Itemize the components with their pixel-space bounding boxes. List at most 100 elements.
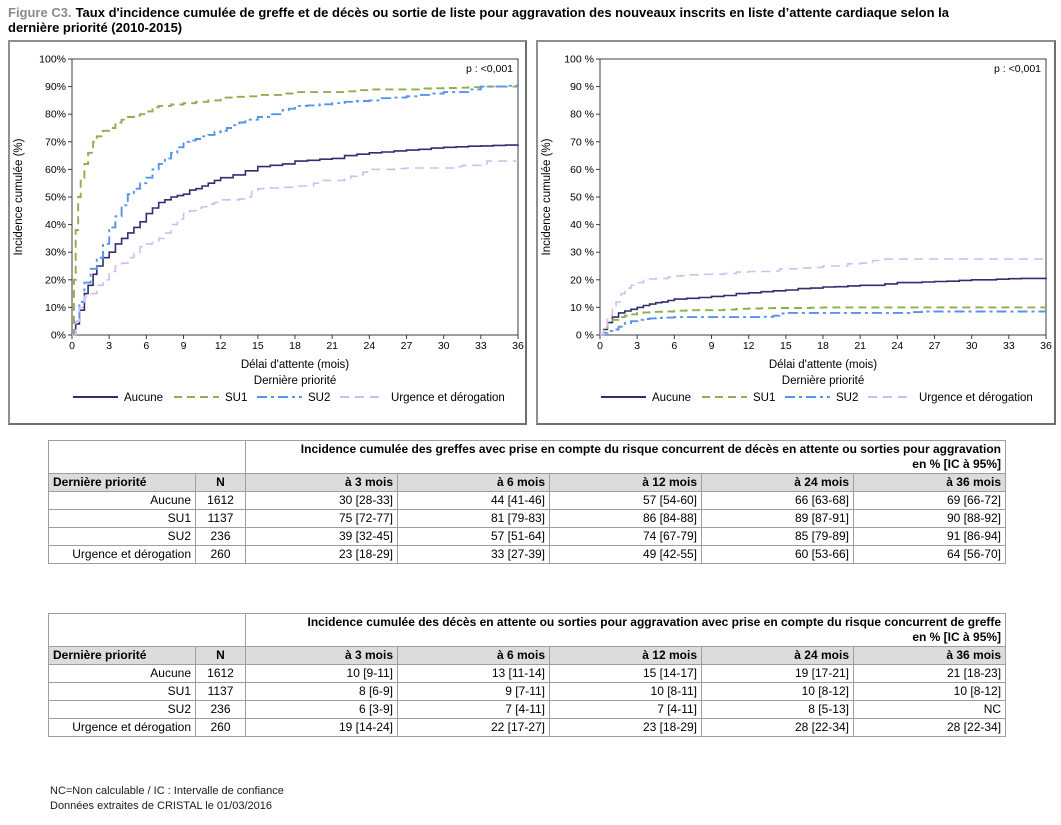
footnotes: NC=Non calculable / IC : Intervalle de c…: [50, 784, 284, 813]
table-row: SU2 236 6 [3-9] 7 [4-11] 7 [4-11] 8 [5-13] NC: [48, 700, 1007, 719]
row-value: 57 [54-60]: [549, 491, 702, 510]
column-header-36-mois: à 36 mois: [852, 646, 1007, 665]
x-tick-label: 30: [438, 340, 450, 352]
death-or-removal-incidence-chart: 0 3 6 9 12 15 18 21 24 27 30 33 36 0 % 10 % 20 % 30 % 40 …: [536, 40, 1056, 425]
y-tick-label: 10%: [45, 302, 66, 314]
table-row: Urgence et dérogation 260 19 [14-24] 22 [17…: [48, 718, 1007, 737]
legend-label-urgence-et-d-rogation: Urgence et dérogation: [919, 392, 1033, 404]
column-header-derni-re-priorit: Dernière priorité: [48, 473, 196, 492]
row-value: 44 [41-46]: [397, 491, 550, 510]
graft-incidence-table: Incidence cumulée des greffes avec prise…: [48, 440, 1006, 564]
y-axis-title: Incidence cumulée (%): [13, 138, 25, 255]
plot-frame: [599, 58, 1047, 336]
table-title-text: Incidence cumulée des greffes avec prise…: [300, 442, 1001, 456]
plot-frame: [71, 58, 519, 336]
table-corner-cell: [48, 613, 246, 647]
row-value: 28 [22-34]: [852, 718, 1007, 737]
row-label: SU2: [48, 527, 196, 546]
x-tick-label: 24: [363, 340, 375, 352]
row-n: 1612: [195, 664, 246, 683]
x-tick-label: 24: [891, 340, 903, 352]
series-path-su2: [72, 83, 519, 336]
row-value: 39 [32-45]: [245, 527, 398, 546]
row-value: 23 [18-29]: [245, 545, 398, 564]
figure-title: Figure C3. Taux d'incidence cumulée de gr…: [8, 5, 983, 35]
row-value: NC: [852, 700, 1007, 719]
row-value: 10 [8-12]: [701, 682, 854, 701]
series-path-aucune: [600, 277, 1047, 336]
row-value: 13 [11-14]: [397, 664, 550, 683]
figure-number: Figure C3.: [8, 5, 72, 20]
table-title-cell: Incidence cumulée des décès en attente o…: [244, 613, 1007, 647]
row-n: 236: [195, 700, 246, 719]
row-value: 85 [79-89]: [701, 527, 854, 546]
table-header-row: Incidence cumulée des décès en attente o…: [48, 613, 1007, 647]
chart-svg: 0 3 6 9 12 15 18 21 24 27 30 33 360%10%20%30%40%50%6…: [13, 54, 524, 405]
row-value: 21 [18-23]: [852, 664, 1007, 683]
row-value: 15 [14-17]: [549, 664, 702, 683]
series-path-su1: [600, 306, 1046, 336]
y-tick-label: 90%: [45, 81, 66, 93]
legend-label-aucune: Aucune: [652, 392, 691, 404]
row-value: 66 [63-68]: [701, 491, 854, 510]
x-tick-label: 18: [289, 340, 301, 352]
row-value: 60 [53-66]: [701, 545, 854, 564]
row-n: 260: [195, 545, 246, 564]
column-header-3-mois: à 3 mois: [245, 473, 398, 492]
y-tick-label: 40%: [45, 219, 66, 231]
death-or-removal-incidence-table: Incidence cumulée des décès en attente o…: [48, 613, 1007, 737]
x-tick-label: 18: [817, 340, 829, 352]
column-header-n: N: [195, 646, 246, 665]
x-tick-label: 36: [512, 340, 524, 352]
y-tick-label: 60%: [45, 164, 66, 176]
row-value: 64 [56-70]: [853, 545, 1006, 564]
column-header-36-mois: à 36 mois: [853, 473, 1006, 492]
row-value: 19 [14-24]: [245, 718, 398, 737]
y-tick-label: 70%: [45, 136, 66, 148]
row-label: SU1: [48, 509, 196, 528]
y-tick-label: 60 %: [570, 164, 594, 176]
column-header-12-mois: à 12 mois: [549, 646, 702, 665]
row-label: Urgence et dérogation: [48, 718, 196, 737]
series-path-su1: [72, 85, 518, 336]
figure-title-text: Taux d'incidence cumulée de greffe et de…: [8, 5, 949, 35]
table-corner-cell: [48, 440, 246, 474]
row-value: 10 [8-12]: [852, 682, 1007, 701]
table-row: Urgence et dérogation 260 23 [18-29] 33 [27…: [48, 545, 1006, 564]
x-tick-label: 36: [1040, 340, 1052, 352]
row-value: 10 [8-11]: [549, 682, 702, 701]
y-tick-label: 20%: [45, 274, 66, 286]
column-header-6-mois: à 6 mois: [397, 646, 550, 665]
table-row: Aucune 1612 10 [9-11] 13 [11-14] 15 [14-17] 1…: [48, 664, 1007, 683]
row-value: 49 [42-55]: [549, 545, 702, 564]
row-n: 260: [195, 718, 246, 737]
x-tick-label: 15: [780, 340, 792, 352]
x-tick-label: 0: [69, 340, 75, 352]
row-value: 8 [6-9]: [245, 682, 398, 701]
column-header-6-mois: à 6 mois: [397, 473, 550, 492]
chart-svg: 0 3 6 9 12 15 18 21 24 27 30 33 360 %10 %20 %30 %40 …: [541, 54, 1052, 405]
y-tick-label: 0%: [51, 330, 66, 342]
row-value: 7 [4-11]: [397, 700, 550, 719]
row-label: Aucune: [48, 664, 196, 683]
row-n: 1137: [195, 682, 246, 701]
row-value: 6 [3-9]: [245, 700, 398, 719]
x-tick-label: 6: [671, 340, 677, 352]
row-value: 75 [72-77]: [245, 509, 398, 528]
column-header-derni-re-priorit: Dernière priorité: [48, 646, 196, 665]
footnote-abbreviations: NC=Non calculable / IC : Intervalle de c…: [50, 785, 284, 797]
table-unit-text: en % [IC à 95%]: [912, 457, 1001, 471]
table-unit-text: en % [IC à 95%]: [912, 630, 1002, 644]
x-tick-label: 33: [475, 340, 487, 352]
legend-label-su2: SU2: [836, 392, 858, 404]
x-tick-label: 27: [929, 340, 941, 352]
x-tick-label: 3: [634, 340, 640, 352]
legend-label-su1: SU1: [225, 392, 247, 404]
column-header-24-mois: à 24 mois: [701, 473, 854, 492]
series-path-aucune: [72, 144, 519, 336]
table-row: SU2 236 39 [32-45] 57 [51-64] 74 [67-79] 85 […: [48, 527, 1006, 546]
row-value: 10 [9-11]: [245, 664, 398, 683]
row-n: 1137: [195, 509, 246, 528]
y-tick-label: 80%: [45, 109, 66, 121]
